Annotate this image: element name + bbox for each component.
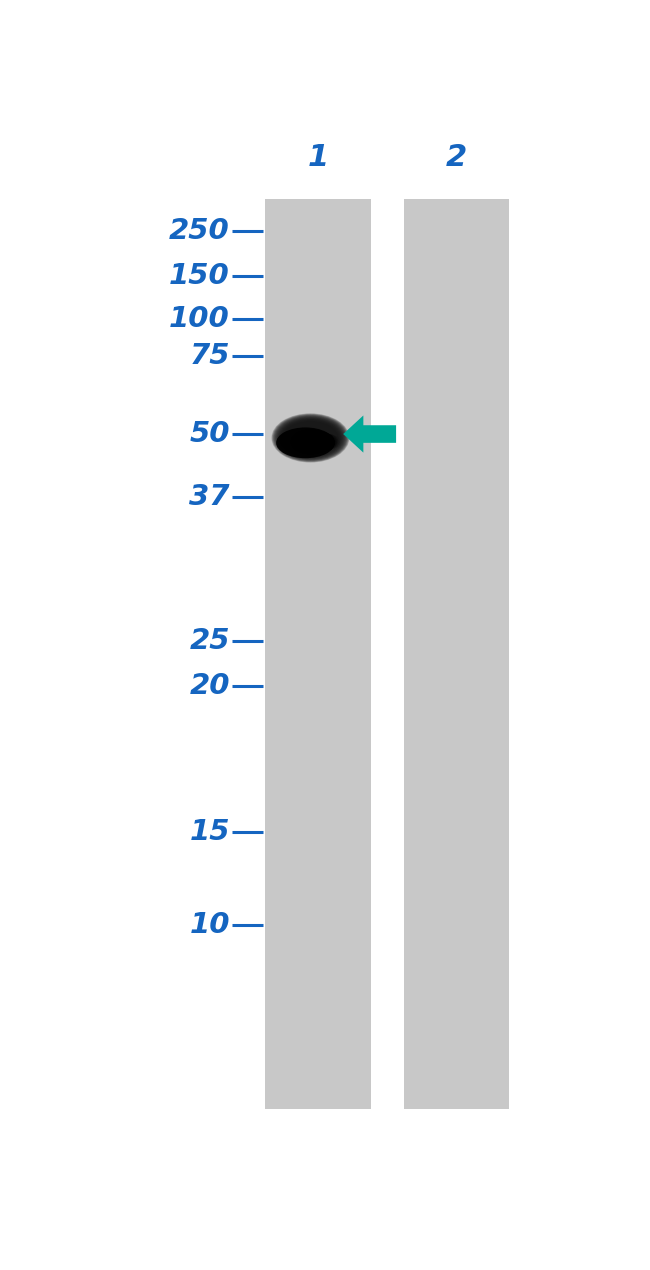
Ellipse shape bbox=[318, 434, 339, 450]
Ellipse shape bbox=[309, 433, 336, 451]
Ellipse shape bbox=[277, 417, 344, 458]
Text: 25: 25 bbox=[189, 627, 230, 655]
Ellipse shape bbox=[272, 413, 350, 462]
Ellipse shape bbox=[293, 431, 331, 453]
Text: 50: 50 bbox=[189, 420, 230, 448]
Ellipse shape bbox=[274, 415, 346, 461]
Ellipse shape bbox=[296, 431, 332, 453]
Ellipse shape bbox=[291, 429, 330, 455]
Ellipse shape bbox=[316, 434, 339, 450]
Ellipse shape bbox=[275, 415, 346, 460]
Ellipse shape bbox=[276, 417, 345, 460]
Text: 20: 20 bbox=[189, 672, 230, 700]
Ellipse shape bbox=[313, 433, 337, 451]
Ellipse shape bbox=[272, 414, 348, 462]
Ellipse shape bbox=[274, 415, 348, 461]
Text: 2: 2 bbox=[446, 144, 467, 171]
Bar bbox=[265, 199, 371, 1109]
Ellipse shape bbox=[272, 414, 348, 462]
Ellipse shape bbox=[276, 417, 345, 460]
Ellipse shape bbox=[273, 414, 348, 461]
Text: 100: 100 bbox=[169, 305, 230, 333]
Ellipse shape bbox=[306, 432, 335, 452]
Ellipse shape bbox=[276, 428, 335, 458]
Ellipse shape bbox=[298, 431, 333, 453]
FancyArrow shape bbox=[343, 415, 396, 452]
Ellipse shape bbox=[304, 432, 334, 452]
Bar bbox=[404, 199, 510, 1109]
Ellipse shape bbox=[276, 417, 344, 460]
Ellipse shape bbox=[278, 418, 343, 458]
Text: 37: 37 bbox=[189, 483, 230, 511]
Ellipse shape bbox=[301, 432, 333, 452]
Ellipse shape bbox=[275, 415, 346, 460]
Text: 150: 150 bbox=[169, 262, 230, 290]
Text: 10: 10 bbox=[189, 911, 230, 939]
Text: 250: 250 bbox=[169, 217, 230, 245]
Text: 75: 75 bbox=[189, 342, 230, 370]
Ellipse shape bbox=[311, 433, 337, 451]
Text: 15: 15 bbox=[189, 818, 230, 846]
Ellipse shape bbox=[274, 415, 347, 461]
Text: 1: 1 bbox=[307, 144, 329, 171]
Ellipse shape bbox=[277, 418, 344, 458]
Ellipse shape bbox=[272, 414, 349, 462]
